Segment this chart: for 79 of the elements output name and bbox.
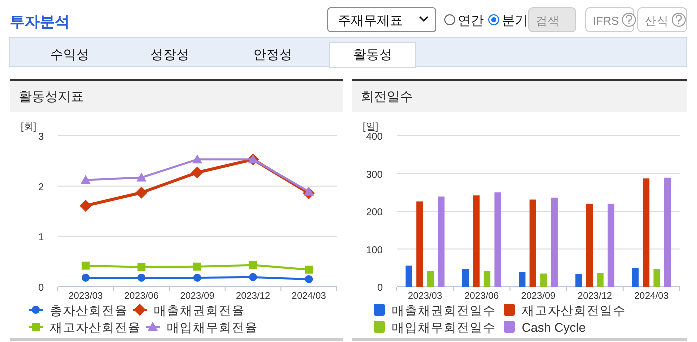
bar — [632, 268, 639, 287]
text: 검색 — [536, 16, 560, 28]
legend-label: 재고자산회전일수 — [522, 304, 626, 318]
chart-title: 회전일수 — [361, 89, 413, 104]
point — [304, 186, 314, 196]
text: IFRS — [593, 16, 620, 28]
x-tick-label: 2023/03 — [68, 291, 104, 302]
bar — [540, 274, 548, 287]
point — [192, 166, 204, 179]
legend-label: 매입채무회전율 — [167, 321, 258, 335]
legend-label: 총자산회전율 — [50, 304, 128, 318]
y-tick-label: 200 — [366, 208, 384, 218]
bar — [664, 178, 672, 287]
y-axis-title: [회] — [21, 122, 37, 133]
point — [138, 263, 146, 272]
legend-label: 재고자산회전율 — [50, 321, 141, 335]
bar — [519, 272, 526, 287]
point — [136, 186, 148, 199]
text: 투자분석 — [10, 14, 70, 31]
legend-label: Cash Cycle — [522, 321, 586, 335]
bar — [530, 200, 536, 287]
point — [194, 262, 202, 271]
x-tick-label: 2023/06 — [464, 291, 500, 302]
bar — [406, 266, 412, 287]
x-tick-label: 2023/12 — [578, 291, 612, 302]
y-axis-title: [일] — [363, 122, 379, 133]
point — [82, 274, 90, 282]
y-tick-label: 1 — [38, 232, 44, 244]
text: 수익성 — [50, 47, 90, 62]
text: 산식 — [645, 16, 669, 28]
bar — [576, 274, 582, 287]
x-tick-label: 2023/09 — [521, 291, 556, 302]
bar — [642, 178, 650, 287]
chart-title: 활동성지표 — [19, 89, 84, 104]
y-tick-label: 3 — [38, 132, 44, 143]
text: 분기 — [502, 13, 528, 28]
legend-label: 매출채권회전일수 — [392, 304, 496, 318]
point — [136, 172, 147, 182]
legend-label: 매출채권회전율 — [154, 304, 245, 318]
x-tick-label: 2023/09 — [180, 291, 215, 302]
text: 성장성 — [150, 47, 190, 62]
text: 주재무제표 — [338, 13, 403, 28]
bar — [416, 202, 424, 287]
y-tick-label: 400 — [366, 132, 384, 143]
y-tick-label: 2 — [38, 182, 44, 194]
bar — [654, 269, 660, 287]
point — [249, 273, 258, 282]
bar — [586, 204, 594, 287]
text: 연간 — [458, 13, 484, 28]
y-tick-label: 100 — [366, 245, 384, 256]
y-tick-label: 0 — [377, 283, 384, 294]
point — [305, 266, 314, 274]
point — [82, 262, 90, 270]
x-tick-label: 2023/12 — [236, 291, 270, 302]
bar — [494, 192, 502, 287]
point — [194, 274, 202, 282]
point — [192, 154, 202, 164]
point — [80, 200, 92, 212]
text: 활동성 — [354, 47, 392, 62]
y-tick-label: 300 — [366, 170, 384, 181]
x-tick-label: 2023/06 — [124, 291, 159, 302]
bar — [597, 273, 604, 287]
bar — [473, 196, 480, 287]
bar — [551, 198, 558, 287]
bar — [427, 271, 434, 287]
x-tick-label: 2023/03 — [408, 291, 442, 302]
point — [249, 261, 258, 270]
y-tick-label: 0 — [38, 283, 44, 294]
bar — [608, 204, 615, 287]
x-tick-label: 2024/03 — [634, 291, 669, 302]
bar — [462, 269, 470, 287]
point — [80, 175, 91, 184]
bar — [484, 271, 491, 287]
bar — [438, 196, 445, 287]
text: 안정성 — [254, 47, 292, 62]
legend-label: 매입채무회전일수 — [392, 321, 496, 335]
x-tick-label: 2024/03 — [292, 291, 326, 302]
point — [305, 275, 314, 284]
point — [138, 274, 146, 282]
